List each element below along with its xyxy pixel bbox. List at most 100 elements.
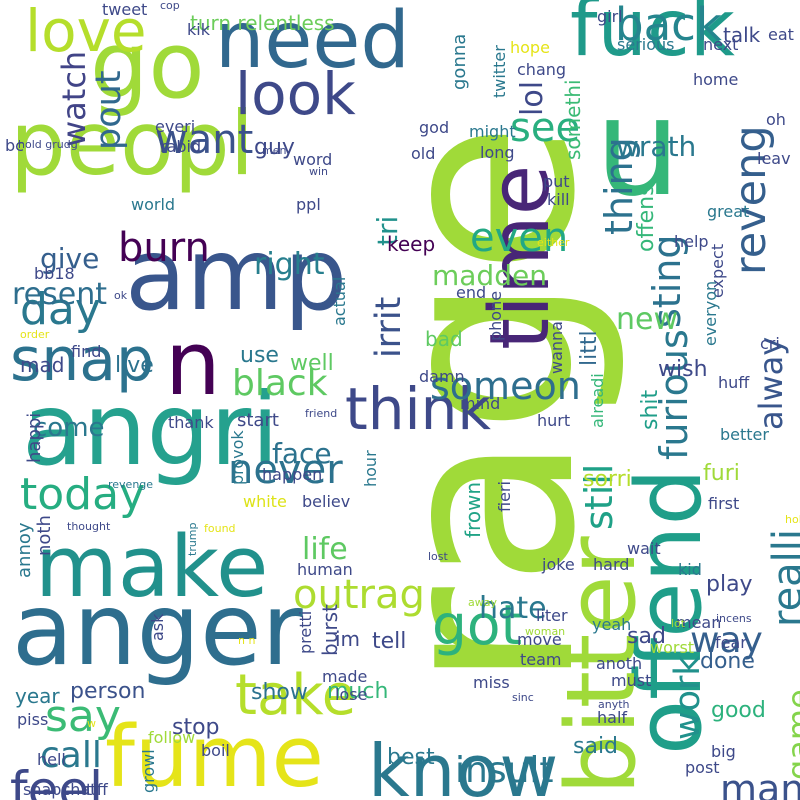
word-wrath: wrath — [616, 130, 697, 163]
word-wish: wish — [658, 357, 708, 382]
word-fuck: fuck — [570, 0, 735, 74]
word-never: never — [228, 447, 343, 493]
word-tell: tell — [372, 629, 407, 654]
word-eat: eat — [768, 25, 794, 44]
word-well: well — [290, 351, 334, 376]
word-ask: ask — [148, 613, 167, 641]
word-white: white — [243, 492, 287, 511]
word-worst: worst — [650, 638, 695, 657]
word-joke: joke — [542, 555, 575, 574]
word-lost: lost — [428, 550, 448, 563]
word-better: better — [720, 425, 769, 444]
word-want: want — [155, 117, 254, 163]
word-fieri: fieri — [495, 481, 514, 512]
word-make: make — [35, 518, 269, 617]
word-irrit: irrit — [369, 296, 409, 358]
word-play: play — [706, 572, 753, 597]
word-oh: oh — [766, 110, 786, 129]
word-furi: furi — [703, 461, 740, 486]
word-use: use — [240, 343, 279, 368]
word-move: move — [517, 630, 562, 649]
word-realli: realli — [765, 528, 800, 627]
word-madden: madden — [432, 259, 547, 292]
word-chang: chang — [517, 60, 567, 79]
word-tweet: tweet — [102, 0, 148, 19]
word-watch: watch — [55, 50, 93, 147]
word-mind: mind — [460, 394, 501, 413]
word-live: live — [115, 353, 154, 378]
word-somethi: somethi — [561, 79, 585, 160]
word-actual: actual — [330, 276, 349, 326]
word-noth: noth — [34, 515, 55, 556]
word-made: made — [322, 667, 368, 686]
word-hold-grudg: hold grudg — [18, 138, 78, 151]
word-wanna: wanna — [547, 321, 566, 374]
word-frown: frown — [461, 481, 485, 538]
word-hold: hold — [785, 513, 800, 526]
word-liter: liter — [536, 606, 568, 625]
word-ok: ok — [114, 289, 128, 302]
word-thank: thank — [168, 413, 214, 432]
word-serious: serious — [617, 35, 675, 54]
word-men: men — [262, 144, 287, 157]
word-right: right — [254, 247, 325, 282]
word-sinc: sinc — [512, 691, 534, 704]
word-offens: offens — [634, 184, 659, 252]
word-say: say — [45, 691, 121, 742]
word-post: post — [685, 758, 720, 777]
word-turn-relentless: turn relentless — [190, 11, 335, 35]
word-everyon: everyon — [701, 280, 720, 346]
word-world: world — [131, 195, 176, 214]
word-w: w — [87, 717, 96, 730]
word-hard: hard — [593, 555, 630, 574]
word-yeah: yeah — [592, 615, 632, 634]
word-think: think — [345, 375, 491, 443]
word-great: great — [707, 202, 750, 221]
word-damn: damn — [419, 367, 465, 386]
word-start: start — [237, 410, 279, 431]
word-shit: shit — [638, 389, 663, 430]
word-provok: provok — [228, 430, 247, 485]
word-anoth: anoth — [596, 654, 643, 673]
word-new: new — [616, 302, 679, 337]
word-snap: snap — [10, 325, 155, 395]
word-pretti: pretti — [296, 610, 315, 654]
word-rabid: rabid — [160, 137, 202, 156]
word-need: need — [215, 0, 410, 86]
word-fear: fear — [715, 633, 747, 652]
word-man: man — [720, 767, 800, 800]
word-huff: huff — [718, 373, 750, 392]
word-much: much — [327, 679, 389, 704]
word-word: word — [293, 150, 333, 169]
word-human: human — [297, 560, 353, 579]
word-cop: cop — [160, 0, 180, 12]
word-littl: littl — [577, 330, 602, 366]
word-n: n — [165, 312, 221, 415]
word-wait: wait — [627, 539, 661, 558]
word-happi: happi — [24, 412, 45, 463]
word-anyth: anyth — [598, 698, 630, 711]
word-fume: fume — [105, 708, 324, 800]
word-stop: stop — [172, 715, 220, 740]
word-done: done — [700, 649, 755, 674]
word-happen: happen — [262, 465, 323, 484]
word-hope: hope — [510, 38, 550, 57]
word-help: help — [674, 232, 709, 251]
word-look: look — [235, 60, 356, 128]
word-kik: kik — [187, 20, 210, 39]
word-peopl: peopl — [10, 92, 255, 195]
word-take: take — [235, 663, 357, 728]
word-follow: follow — [148, 728, 196, 747]
word-old: old — [411, 144, 436, 163]
word-bb18: bb18 — [34, 264, 75, 283]
word-show: show — [251, 680, 308, 705]
word-see: see — [510, 105, 581, 151]
word-twitter: twitter — [490, 45, 509, 98]
word-miss: miss — [473, 673, 510, 692]
word-u: u — [595, 69, 681, 226]
word-resent: resent — [12, 277, 107, 312]
word-ppl: ppl — [296, 195, 321, 214]
word-year: year — [15, 684, 60, 708]
word-woman: woman — [525, 625, 566, 638]
word-trump: trump — [186, 522, 199, 556]
